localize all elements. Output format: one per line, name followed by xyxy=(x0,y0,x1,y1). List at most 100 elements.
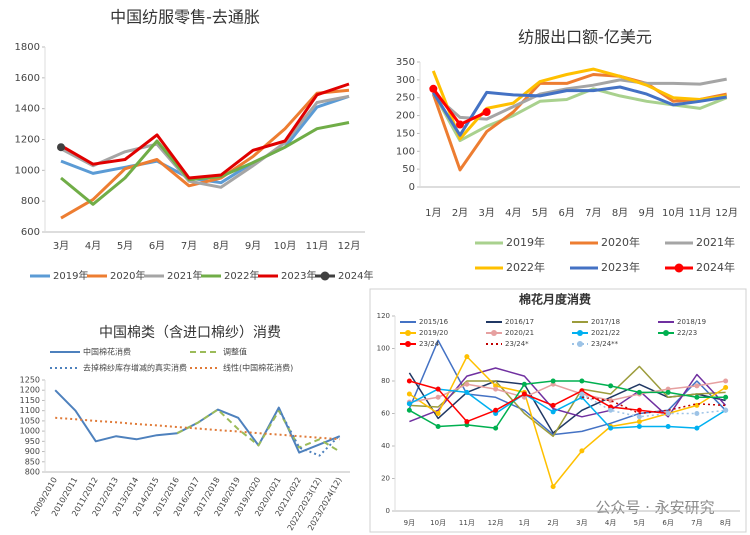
legend-label: 2016/17 xyxy=(505,318,534,326)
x-tick-label: 11月 xyxy=(459,519,475,527)
series-marker xyxy=(406,378,412,384)
y-tick-label: 60 xyxy=(381,410,390,418)
x-tick-label: 2月 xyxy=(547,519,558,527)
legend-marker xyxy=(491,330,497,336)
series-marker xyxy=(636,414,642,420)
x-tick-label: 5月 xyxy=(117,240,133,252)
legend-label: 22/23 xyxy=(677,329,697,337)
legend-label: 2021/22 xyxy=(591,329,620,337)
watermark: 公众号 · 永安研究 xyxy=(595,499,714,517)
x-tick-label: 3月 xyxy=(53,240,69,252)
series-marker xyxy=(493,425,499,431)
y-tick-label: 1800 xyxy=(15,42,40,53)
series-marker xyxy=(723,378,729,384)
series-marker xyxy=(435,424,441,429)
x-tick-label: 3月 xyxy=(576,519,587,527)
x-tick-label: 11月 xyxy=(689,207,712,219)
series-line xyxy=(432,85,727,137)
series-marker xyxy=(723,407,729,413)
x-tick-label: 3月 xyxy=(478,207,494,219)
y-tick-label: 1150 xyxy=(20,396,40,405)
series-marker xyxy=(550,378,556,384)
legend-label: 2015/16 xyxy=(419,318,449,326)
x-tick-label: 8月 xyxy=(720,519,731,527)
y-tick-label: 20 xyxy=(381,475,390,483)
series-line xyxy=(60,82,350,180)
series-marker xyxy=(464,389,470,395)
series-marker xyxy=(435,386,441,392)
legend-label: 2019年 xyxy=(506,235,545,249)
series-marker xyxy=(464,354,470,360)
y-tick-label: 100 xyxy=(396,146,415,157)
series-marker xyxy=(694,383,700,389)
x-tick-label: 6月 xyxy=(662,519,673,527)
y-tick-label: 1250 xyxy=(20,376,40,385)
y-tick-label: 50 xyxy=(402,164,415,175)
series-line xyxy=(409,388,726,429)
legend-label: 2022年 xyxy=(224,269,259,282)
series-marker xyxy=(608,383,614,389)
series-marker xyxy=(406,391,412,397)
x-tick-label: 12月 xyxy=(715,207,738,219)
y-tick-label: 1100 xyxy=(20,406,40,415)
series-line xyxy=(409,367,727,423)
series-marker xyxy=(636,424,642,429)
legend-label: 2021年 xyxy=(696,235,735,249)
series-marker xyxy=(694,411,700,416)
series-marker xyxy=(723,385,729,390)
series-marker xyxy=(435,411,441,416)
legend-marker xyxy=(674,263,684,273)
y-tick-label: 800 xyxy=(21,196,40,207)
legend-label: 2019/20 xyxy=(419,329,448,337)
chart-title: 纺服出口额-亿美元 xyxy=(518,28,652,47)
y-tick-label: 950 xyxy=(25,437,40,446)
x-tick-label: 7月 xyxy=(181,240,197,252)
series-marker xyxy=(665,411,671,416)
legend-marker xyxy=(577,330,583,336)
series-line xyxy=(176,408,341,453)
series-marker xyxy=(579,448,585,454)
x-tick-label: 4月 xyxy=(605,519,616,527)
y-tick-label: 300 xyxy=(396,75,415,86)
x-tick-label: 12月 xyxy=(338,240,361,252)
legend-label: 2024年 xyxy=(338,269,373,282)
series-marker xyxy=(636,407,642,413)
legend-label: 2023年 xyxy=(281,269,316,282)
y-tick-label: 100 xyxy=(377,345,390,353)
y-tick-label: 350 xyxy=(396,57,415,68)
legend-label: 2017/18 xyxy=(591,318,620,326)
series-line xyxy=(60,94,350,189)
legend-marker xyxy=(320,271,330,281)
series-marker xyxy=(456,120,464,129)
series-line xyxy=(408,355,726,488)
chart-title: 中国棉类（含进口棉纱）消费 xyxy=(99,324,281,341)
legend-marker xyxy=(405,341,411,347)
chart-title: 棉花月度消费 xyxy=(519,292,591,307)
x-tick-label: 12月 xyxy=(488,519,504,527)
chart-title: 中国纺服零售-去通胀 xyxy=(110,8,260,27)
x-tick-label: 4月 xyxy=(505,207,521,219)
y-tick-label: 1050 xyxy=(20,416,40,425)
y-tick-label: 0 xyxy=(386,507,390,515)
y-tick-label: 80 xyxy=(381,377,390,385)
x-tick-label: 10月 xyxy=(662,207,685,219)
legend-label: 调整值 xyxy=(223,347,247,357)
series-line xyxy=(409,380,726,403)
x-tick-label: 9月 xyxy=(404,519,415,527)
x-tick-label: 1月 xyxy=(519,519,530,527)
legend-label: 2020年 xyxy=(110,269,145,282)
x-tick-label: 6月 xyxy=(149,240,165,252)
series-line xyxy=(432,77,727,121)
series-line xyxy=(431,73,727,172)
legend-marker xyxy=(577,341,583,347)
x-tick-label: 7月 xyxy=(691,519,702,527)
legend-label: 2020年 xyxy=(601,235,640,249)
series-marker xyxy=(636,389,642,395)
series-line xyxy=(409,380,669,423)
series-marker xyxy=(493,407,499,413)
series-marker xyxy=(665,424,671,429)
series-marker xyxy=(550,402,556,408)
legend-label: 23/24* xyxy=(505,340,529,348)
x-tick-label: 8月 xyxy=(213,240,229,252)
